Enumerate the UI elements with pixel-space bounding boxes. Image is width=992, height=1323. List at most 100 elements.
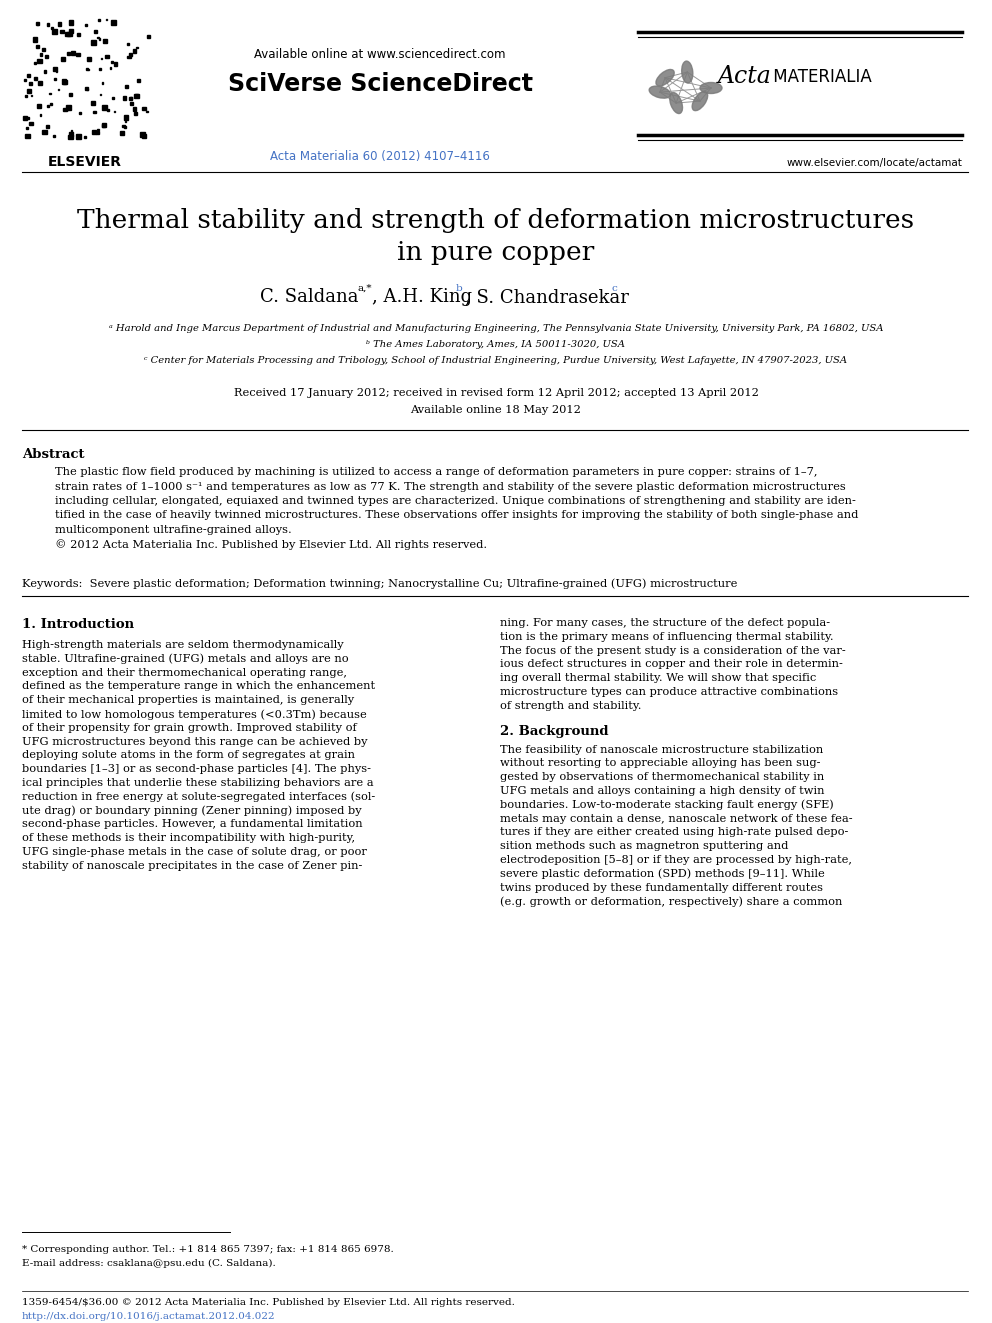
Bar — [27, 89, 31, 93]
Text: defined as the temperature range in which the enhancement: defined as the temperature range in whic… — [22, 681, 375, 692]
Bar — [50, 93, 51, 94]
Bar — [62, 81, 66, 85]
Ellipse shape — [670, 93, 682, 114]
Bar — [53, 29, 58, 34]
Text: Abstract: Abstract — [22, 448, 84, 460]
Text: UFG microstructures beyond this range can be achieved by: UFG microstructures beyond this range ca… — [22, 737, 367, 746]
Text: ning. For many cases, the structure of the defect popula-: ning. For many cases, the structure of t… — [500, 618, 830, 628]
Text: Received 17 January 2012; received in revised form 12 April 2012; accepted 13 Ap: Received 17 January 2012; received in re… — [233, 388, 759, 398]
Text: of their mechanical properties is maintained, is generally: of their mechanical properties is mainta… — [22, 695, 354, 705]
Bar — [67, 32, 71, 36]
Text: ᵃ Harold and Inge Marcus Department of Industrial and Manufacturing Engineering,: ᵃ Harold and Inge Marcus Department of I… — [109, 324, 883, 333]
Text: stability of nanoscale precipitates in the case of Zener pin-: stability of nanoscale precipitates in t… — [22, 861, 362, 871]
Text: boundaries [1–3] or as second-phase particles [4]. The phys-: boundaries [1–3] or as second-phase part… — [22, 765, 371, 774]
Bar — [123, 97, 126, 99]
Bar — [147, 111, 148, 112]
Bar — [76, 134, 80, 139]
Bar — [97, 128, 98, 130]
Text: gested by observations of thermomechanical stability in: gested by observations of thermomechanic… — [500, 773, 824, 782]
Bar — [25, 95, 27, 97]
Text: electrodeposition [5–8] or if they are processed by high-rate,: electrodeposition [5–8] or if they are p… — [500, 855, 852, 865]
Text: b: b — [456, 284, 462, 292]
Bar — [122, 124, 125, 127]
Bar — [133, 49, 136, 53]
Text: High-strength materials are seldom thermodynamically: High-strength materials are seldom therm… — [22, 640, 343, 650]
Bar — [86, 67, 88, 70]
Bar — [85, 24, 87, 26]
Text: Acta Materialia 60 (2012) 4107–4116: Acta Materialia 60 (2012) 4107–4116 — [270, 149, 490, 163]
Text: Thermal stability and strength of deformation microstructures: Thermal stability and strength of deform… — [77, 208, 915, 233]
Bar — [76, 53, 80, 57]
Bar — [105, 56, 108, 58]
Bar — [114, 62, 117, 66]
Bar — [110, 61, 113, 64]
Bar — [47, 105, 49, 107]
Text: , A.H. King: , A.H. King — [372, 288, 472, 306]
Text: © 2012 Acta Materialia Inc. Published by Elsevier Ltd. All rights reserved.: © 2012 Acta Materialia Inc. Published by… — [55, 540, 487, 550]
Bar — [124, 115, 128, 119]
Text: limited to low homologous temperatures (<0.3Tm) because: limited to low homologous temperatures (… — [22, 709, 367, 720]
Bar — [77, 33, 80, 36]
Bar — [136, 94, 138, 97]
Bar — [137, 79, 140, 82]
Text: ute drag) or boundary pinning (Zener pinning) imposed by: ute drag) or boundary pinning (Zener pin… — [22, 806, 362, 816]
Text: 1359-6454/$36.00 © 2012 Acta Materialia Inc. Published by Elsevier Ltd. All righ: 1359-6454/$36.00 © 2012 Acta Materialia … — [22, 1298, 515, 1307]
Bar — [110, 67, 111, 69]
Bar — [61, 29, 64, 33]
Text: exception and their thermomechanical operating range,: exception and their thermomechanical ope… — [22, 668, 347, 677]
Bar — [130, 102, 133, 106]
Text: * Corresponding author. Tel.: +1 814 865 7397; fax: +1 814 865 6978.: * Corresponding author. Tel.: +1 814 865… — [22, 1245, 394, 1254]
Bar — [147, 34, 150, 38]
Bar — [137, 46, 138, 49]
Bar — [96, 131, 99, 134]
Bar — [27, 116, 29, 119]
Text: of strength and stability.: of strength and stability. — [500, 701, 642, 710]
Ellipse shape — [692, 91, 707, 111]
Bar — [44, 70, 47, 73]
Text: The feasibility of nanoscale microstructure stabilization: The feasibility of nanoscale microstruct… — [500, 745, 823, 754]
Text: tified in the case of heavily twinned microstructures. These observations offer : tified in the case of heavily twinned mi… — [55, 511, 858, 520]
Text: SciVerse ScienceDirect: SciVerse ScienceDirect — [227, 71, 533, 97]
Text: second-phase particles. However, a fundamental limitation: second-phase particles. However, a funda… — [22, 819, 363, 830]
Bar — [40, 53, 42, 56]
Bar — [120, 131, 124, 135]
Bar — [103, 38, 107, 42]
Ellipse shape — [656, 70, 675, 86]
Text: The focus of the present study is a consideration of the var-: The focus of the present study is a cons… — [500, 646, 846, 656]
Ellipse shape — [700, 82, 722, 94]
Bar — [38, 81, 42, 85]
Bar — [142, 107, 146, 110]
Text: UFG single-phase metals in the case of solute drag, or poor: UFG single-phase metals in the case of s… — [22, 847, 367, 857]
Bar — [67, 135, 72, 139]
Bar — [124, 126, 126, 128]
Bar — [92, 131, 96, 134]
Text: tion is the primary means of influencing thermal stability.: tion is the primary means of influencing… — [500, 632, 833, 642]
Text: in pure copper: in pure copper — [398, 239, 594, 265]
Bar — [105, 19, 107, 20]
Bar — [71, 50, 75, 54]
Bar — [130, 97, 132, 99]
Bar — [127, 57, 129, 58]
Text: of these methods is their incompatibility with high-purity,: of these methods is their incompatibilit… — [22, 833, 355, 843]
Bar — [97, 37, 99, 38]
Bar — [125, 85, 128, 87]
Text: sition methods such as magnetron sputtering and: sition methods such as magnetron sputter… — [500, 841, 789, 851]
Bar — [129, 97, 132, 101]
Bar — [134, 94, 139, 98]
Bar — [51, 28, 53, 29]
Bar — [130, 53, 132, 56]
Ellipse shape — [649, 86, 671, 98]
Bar — [79, 112, 81, 114]
Bar — [69, 29, 72, 33]
Bar — [34, 62, 36, 65]
Bar — [53, 135, 56, 138]
Bar — [27, 127, 29, 130]
Text: www.elsevier.com/locate/actamat: www.elsevier.com/locate/actamat — [786, 157, 962, 168]
Bar — [42, 48, 45, 52]
Text: Available online 18 May 2012: Available online 18 May 2012 — [411, 405, 581, 415]
Bar — [85, 87, 88, 90]
Text: including cellular, elongated, equiaxed and twinned types are characterized. Uni: including cellular, elongated, equiaxed … — [55, 496, 856, 505]
Bar — [66, 105, 70, 110]
Text: C. Saldana: C. Saldana — [260, 288, 358, 306]
Bar — [91, 40, 96, 45]
